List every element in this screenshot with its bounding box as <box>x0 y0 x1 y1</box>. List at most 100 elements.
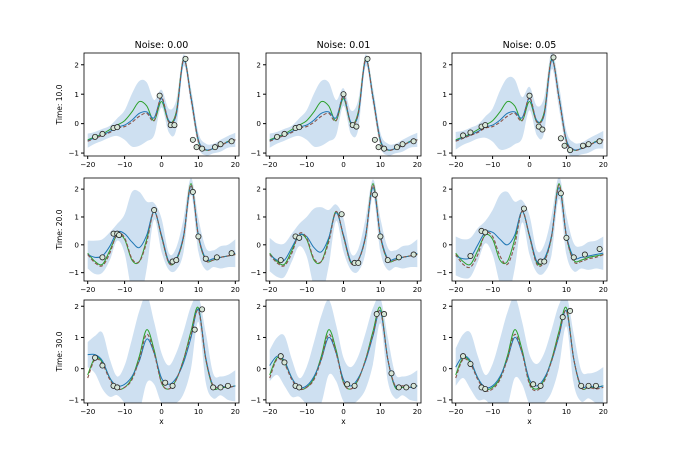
uncertainty-band <box>87 178 236 281</box>
observation-point <box>585 141 592 148</box>
mean-line <box>455 310 604 389</box>
y-tick-label: 2 <box>256 185 261 194</box>
uncertainty-band <box>269 54 418 156</box>
x-tick-label: −20 <box>262 407 278 416</box>
observation-point <box>520 205 527 212</box>
y-axis-label: Time: 20.0 <box>55 209 64 250</box>
observation-point <box>460 132 467 139</box>
x-tick-label: 0 <box>159 160 164 169</box>
x-tick-label: −10 <box>117 285 133 294</box>
x-tick-label: −10 <box>299 407 315 416</box>
observation-point <box>199 145 206 152</box>
observation-point <box>99 130 106 137</box>
observation-point <box>173 257 180 264</box>
observation-point <box>381 311 388 318</box>
x-tick-label: 0 <box>341 407 346 416</box>
y-axis-label: Time: 30.0 <box>55 331 64 372</box>
observation-point <box>114 124 121 131</box>
x-tick-label: −10 <box>485 407 501 416</box>
y-tick-label: 1 <box>442 90 447 99</box>
observation-point <box>217 141 224 148</box>
observation-point <box>482 229 489 236</box>
observation-point <box>189 188 196 195</box>
observation-point <box>224 382 231 389</box>
x-tick-label: −10 <box>485 160 501 169</box>
x-tick-label: 10 <box>194 407 204 416</box>
observation-point <box>353 123 360 130</box>
subplot-plot-area <box>87 54 236 156</box>
observation-point <box>403 384 410 391</box>
observation-point <box>281 130 288 137</box>
y-tick-label: 1 <box>74 333 79 342</box>
observation-point <box>171 122 178 129</box>
x-tick-label: 20 <box>599 285 609 294</box>
observation-point <box>557 190 564 197</box>
observation-point <box>99 254 106 261</box>
y-tick-label: −1 <box>68 149 79 158</box>
observation-point <box>373 311 380 318</box>
dashed-line <box>269 58 418 152</box>
x-tick-label: −20 <box>448 160 464 169</box>
y-tick-label: 1 <box>256 333 261 342</box>
dashed-line <box>269 184 418 267</box>
dashed-line <box>455 184 604 269</box>
y-tick-label: 2 <box>442 302 447 311</box>
observation-point <box>410 138 417 145</box>
y-tick-label: −1 <box>436 268 447 277</box>
x-tick-label: 20 <box>413 407 423 416</box>
observation-point <box>277 257 284 264</box>
y-tick-label: −1 <box>68 268 79 277</box>
observation-point <box>567 307 574 314</box>
uncertainty-band <box>455 178 604 281</box>
x-tick-label: 10 <box>194 160 204 169</box>
observation-point <box>384 257 391 264</box>
y-tick-label: 0 <box>256 119 261 128</box>
observation-point <box>189 136 196 143</box>
x-tick-label: −10 <box>485 285 501 294</box>
observation-point <box>580 142 587 149</box>
x-tick-label: −10 <box>299 285 315 294</box>
observation-point <box>467 129 474 136</box>
x-tick-label: 20 <box>413 160 423 169</box>
observation-point <box>277 353 284 360</box>
observation-point <box>344 381 351 388</box>
uncertainty-band <box>269 179 418 281</box>
subplot-plot-area <box>87 300 236 403</box>
observation-point <box>394 144 401 151</box>
observation-point <box>526 92 533 99</box>
observation-point <box>541 258 548 265</box>
observation-point <box>482 122 489 129</box>
observation-point <box>92 133 99 140</box>
observation-point <box>377 233 384 240</box>
x-tick-label: −20 <box>80 285 96 294</box>
y-tick-label: 2 <box>256 302 261 311</box>
x-tick-label: 10 <box>194 285 204 294</box>
y-tick-label: −1 <box>68 395 79 404</box>
observation-point <box>162 379 169 386</box>
x-tick-label: 20 <box>231 407 241 416</box>
y-tick-label: −1 <box>250 149 261 158</box>
observation-point <box>151 207 158 214</box>
x-tick-label: 10 <box>376 160 386 169</box>
observation-point <box>410 382 417 389</box>
subplot-plot-area <box>269 300 418 403</box>
x-tick-label: −20 <box>448 285 464 294</box>
observation-point <box>375 144 382 151</box>
y-tick-label: 2 <box>74 60 79 69</box>
x-tick-label: 20 <box>231 160 241 169</box>
uncertainty-band <box>269 300 418 403</box>
dashed-line <box>455 309 604 392</box>
x-tick-label: −20 <box>80 407 96 416</box>
observation-point <box>596 245 603 252</box>
y-tick-label: 2 <box>442 185 447 194</box>
observation-point <box>193 144 200 151</box>
observation-point <box>537 382 544 389</box>
observation-point <box>199 306 206 313</box>
observation-point <box>557 135 564 142</box>
observation-point <box>561 142 568 149</box>
